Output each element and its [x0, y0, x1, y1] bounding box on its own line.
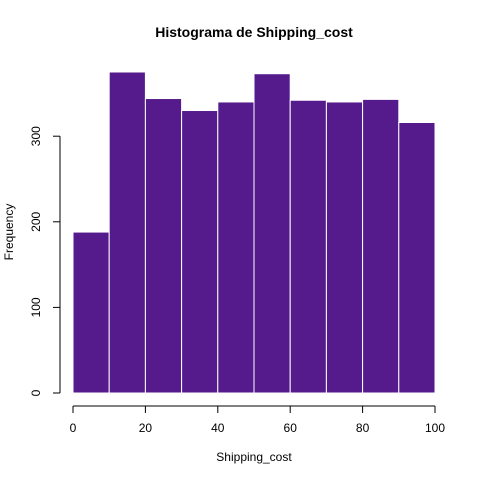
x-tick-label-1: 20: [139, 421, 153, 435]
x-axis-label: Shipping_cost: [216, 450, 292, 464]
y-tick-label-3: 300: [29, 126, 43, 146]
histogram-bar-2: [144, 98, 183, 394]
bars-group: [72, 71, 436, 394]
x-axis: 0 20 40 60 80 100: [70, 405, 445, 435]
histogram-bar-3: [181, 110, 219, 394]
histogram-bar-7: [325, 101, 364, 394]
x-tick-label-4: 80: [356, 421, 370, 435]
x-tick-label-0: 0: [70, 421, 77, 435]
y-tick-label-0: 0: [29, 389, 43, 396]
y-axis: 0 100 200 300: [29, 126, 61, 396]
y-tick-label-2: 200: [29, 211, 43, 231]
chart-title: Histograma de Shipping_cost: [155, 24, 353, 40]
histogram-bar-5: [253, 73, 291, 394]
histogram-bar-0: [72, 231, 110, 394]
histogram-bar-4: [217, 101, 255, 394]
histogram-bar-1: [108, 71, 146, 394]
x-tick-label-3: 60: [284, 421, 298, 435]
histogram-bar-8: [362, 98, 400, 394]
x-tick-label-5: 100: [425, 421, 445, 435]
y-tick-label-1: 100: [29, 297, 43, 317]
x-tick-label-2: 40: [211, 421, 225, 435]
histogram-bar-6: [289, 99, 327, 394]
y-axis-label: Frequency: [2, 204, 16, 261]
histogram-bar-9: [398, 122, 436, 394]
